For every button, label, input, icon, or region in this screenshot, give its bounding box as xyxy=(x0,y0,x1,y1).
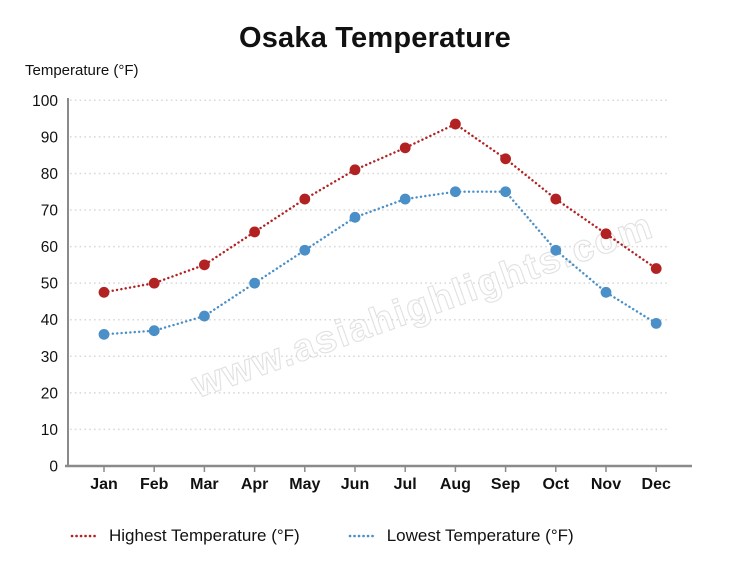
chart-legend: Highest Temperature (°F) Lowest Temperat… xyxy=(70,526,574,546)
lowest-point-sep xyxy=(500,186,511,198)
temperature-line-chart: www.asiahighlights.com010203040506070809… xyxy=(32,93,692,493)
x-tick-label: May xyxy=(289,476,320,493)
y-tick-label: 10 xyxy=(41,422,59,439)
highest-point-may xyxy=(299,193,311,205)
x-tick-label: Feb xyxy=(140,476,169,493)
y-tick-label: 50 xyxy=(41,276,59,293)
y-tick-label: 100 xyxy=(32,93,58,110)
highest-point-mar xyxy=(199,259,210,271)
highest-point-jan xyxy=(98,286,110,298)
lowest-series-line-icon xyxy=(348,534,378,538)
x-tick-label: Mar xyxy=(190,476,218,493)
highest-point-apr xyxy=(249,226,260,238)
legend-item-highest: Highest Temperature (°F) xyxy=(70,526,300,546)
highest-point-aug xyxy=(450,118,461,130)
lowest-point-aug xyxy=(450,186,461,198)
x-tick-label: Jun xyxy=(341,476,369,493)
x-tick-label: Aug xyxy=(440,476,471,493)
lowest-point-nov xyxy=(600,286,612,298)
highest-point-oct xyxy=(550,193,562,205)
y-tick-label: 80 xyxy=(41,166,59,183)
highest-point-dec xyxy=(650,263,662,274)
legend-label-lowest: Lowest Temperature (°F) xyxy=(386,526,574,545)
y-tick-label: 0 xyxy=(49,459,58,476)
lowest-point-apr xyxy=(249,277,260,289)
legend-item-lowest: Lowest Temperature (°F) xyxy=(348,526,574,546)
x-tick-label: Sep xyxy=(491,476,521,493)
y-tick-label: 90 xyxy=(41,129,59,146)
x-tick-label: Dec xyxy=(642,476,671,493)
y-tick-label: 40 xyxy=(41,312,59,329)
y-axis-title: Temperature (°F) xyxy=(25,62,139,79)
legend-label-highest: Highest Temperature (°F) xyxy=(109,526,300,545)
lowest-point-jun xyxy=(349,211,361,223)
highest-point-jun xyxy=(349,164,361,176)
y-tick-label: 70 xyxy=(41,203,59,220)
lowest-point-mar xyxy=(199,310,210,322)
highest-point-feb xyxy=(148,277,160,289)
x-tick-label: Apr xyxy=(241,476,269,493)
x-tick-label: Jan xyxy=(90,476,118,493)
lowest-point-jan xyxy=(98,328,110,340)
y-tick-label: 60 xyxy=(41,239,59,256)
y-tick-label: 30 xyxy=(41,349,59,366)
highest-point-nov xyxy=(600,228,612,240)
lowest-point-oct xyxy=(550,244,562,256)
lowest-point-jul xyxy=(399,193,411,205)
x-tick-label: Nov xyxy=(591,476,621,493)
lowest-point-dec xyxy=(650,317,662,329)
highest-series-line-icon xyxy=(70,534,100,538)
highest-temperature-line xyxy=(102,122,658,294)
lowest-point-feb xyxy=(148,325,160,337)
lowest-point-may xyxy=(299,244,311,256)
y-tick-label: 20 xyxy=(41,385,59,402)
x-tick-label: Oct xyxy=(542,476,569,493)
highest-point-jul xyxy=(399,142,411,154)
x-tick-label: Jul xyxy=(394,476,417,493)
highest-point-sep xyxy=(500,153,511,165)
chart-title: Osaka Temperature xyxy=(238,22,512,54)
